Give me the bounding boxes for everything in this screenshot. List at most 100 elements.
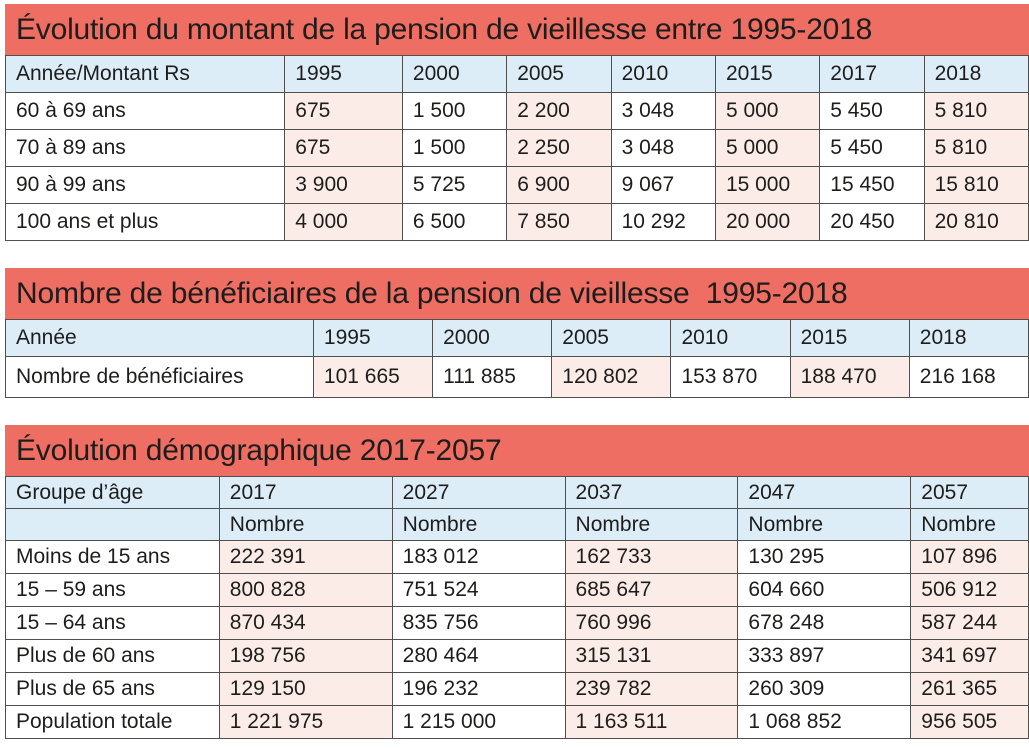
row-label: 15 – 64 ans	[5, 606, 220, 640]
column-header: 2037	[564, 476, 739, 509]
value-cell: 188 470	[789, 356, 910, 398]
value-cell: 5 725	[401, 166, 508, 204]
table-row: 15 – 64 ans 870 434 835 756 760 996 678 248 5…	[5, 606, 1029, 640]
table-row: 60 à 69 ans 675 1 500 2 200 3 048 5 000 5 450 5…	[4, 92, 1029, 130]
value-cell: 751 524	[391, 573, 566, 607]
value-cell: 604 660	[737, 573, 912, 607]
value-cell: 5 000	[714, 129, 821, 167]
value-cell: 107 896	[910, 540, 1029, 574]
column-header: Nombre	[737, 508, 912, 541]
value-cell: 20 810	[923, 203, 1029, 241]
column-header: Nombre	[218, 508, 393, 541]
value-cell: 587 244	[910, 606, 1029, 640]
value-cell: 222 391	[218, 540, 393, 574]
demographics-title-bar: Évolution démographique 2017-2057	[5, 425, 1029, 476]
column-header: 2047	[737, 476, 912, 509]
row-label: Plus de 65 ans	[5, 672, 220, 706]
row-header-cell: Année/Montant Rs	[4, 55, 286, 93]
value-cell: 3 048	[610, 129, 716, 167]
row-label: Plus de 60 ans	[5, 639, 220, 673]
value-cell: 216 168	[908, 356, 1029, 398]
value-cell: 800 828	[218, 573, 393, 607]
value-cell: 6 500	[401, 203, 508, 241]
value-cell: 675	[284, 92, 403, 130]
pension-amount-title-bar: Évolution du montant de la pension de vi…	[5, 4, 1029, 55]
row-label: 60 à 69 ans	[4, 92, 286, 130]
value-cell: 341 697	[910, 639, 1029, 673]
row-header-cell	[5, 508, 220, 541]
column-header: 1995	[284, 55, 403, 93]
column-header: 2010	[670, 319, 791, 357]
header-row: Groupe d’âge 2017 2027 2037 2047 2057	[5, 476, 1029, 509]
value-cell: 111 885	[432, 356, 553, 398]
table-row: 90 à 99 ans 3 900 5 725 6 900 9 067 15 000 15 …	[4, 166, 1029, 204]
column-header: Nombre	[564, 508, 739, 541]
value-cell: 130 295	[737, 540, 912, 574]
value-cell: 15 810	[923, 166, 1029, 204]
value-cell: 333 897	[737, 639, 912, 673]
beneficiaries-section: Nombre de bénéficiaires de la pension de…	[5, 268, 1029, 398]
table-row: 100 ans et plus 4 000 6 500 7 850 10 292 20 0…	[4, 203, 1029, 241]
column-header: 2005	[506, 55, 612, 93]
value-cell: 506 912	[910, 573, 1029, 607]
value-cell: 162 733	[564, 540, 739, 574]
value-cell: 120 802	[551, 356, 672, 398]
value-cell: 2 250	[506, 129, 612, 167]
row-header-cell: Groupe d’âge	[5, 476, 220, 509]
value-cell: 153 870	[670, 356, 791, 398]
value-cell: 15 000	[714, 166, 821, 204]
value-cell: 260 309	[737, 672, 912, 706]
row-label: Moins de 15 ans	[5, 540, 220, 574]
value-cell: 20 450	[819, 203, 925, 241]
value-cell: 2 200	[506, 92, 612, 130]
value-cell: 5 810	[923, 92, 1029, 130]
pension-amount-table: Année/Montant Rs 1995 2000 2005 2010 2015 2017…	[4, 55, 1029, 241]
value-cell: 9 067	[610, 166, 716, 204]
value-cell: 196 232	[391, 672, 566, 706]
row-label: Population totale	[5, 705, 220, 739]
value-cell: 3 900	[284, 166, 403, 204]
row-label: 15 – 59 ans	[5, 573, 220, 607]
table-row: 70 à 89 ans 675 1 500 2 250 3 048 5 000 5 450 5…	[4, 129, 1029, 167]
value-cell: 1 163 511	[564, 705, 739, 739]
header-row: Nombre Nombre Nombre Nombre Nombre	[5, 508, 1029, 541]
column-header: 2017	[819, 55, 925, 93]
value-cell: 5 450	[819, 92, 925, 130]
value-cell: 15 450	[819, 166, 925, 204]
value-cell: 5 450	[819, 129, 925, 167]
value-cell: 315 131	[564, 639, 739, 673]
value-cell: 3 048	[610, 92, 716, 130]
column-header: 2000	[432, 319, 553, 357]
row-header-cell: Année	[5, 319, 314, 357]
demographics-table: Groupe d’âge 2017 2027 2037 2047 2057 Nombre No…	[5, 476, 1029, 739]
demographics-section: Évolution démographique 2017-2057 Groupe…	[5, 425, 1029, 739]
beneficiaries-table: Année 1995 2000 2005 2010 2015 2018 Nombre de b…	[5, 319, 1029, 398]
table-row: Plus de 65 ans 129 150 196 232 239 782 260 3…	[5, 672, 1029, 706]
value-cell: 1 500	[401, 129, 508, 167]
value-cell: 1 215 000	[391, 705, 566, 739]
pension-amount-title: Évolution du montant de la pension de vi…	[16, 12, 873, 46]
demographics-title: Évolution démographique 2017-2057	[16, 433, 502, 467]
table-row: 15 – 59 ans 800 828 751 524 685 647 604 660 5…	[5, 573, 1029, 607]
value-cell: 10 292	[610, 203, 716, 241]
column-header: Nombre	[910, 508, 1029, 541]
value-cell: 956 505	[910, 705, 1029, 739]
value-cell: 835 756	[391, 606, 566, 640]
value-cell: 5 000	[714, 92, 821, 130]
value-cell: 685 647	[564, 573, 739, 607]
column-header: 2015	[789, 319, 910, 357]
column-header: 2027	[391, 476, 566, 509]
column-header: 2015	[714, 55, 821, 93]
value-cell: 5 810	[923, 129, 1029, 167]
value-cell: 183 012	[391, 540, 566, 574]
beneficiaries-title: Nombre de bénéficiaires de la pension de…	[16, 276, 848, 310]
value-cell: 20 000	[714, 203, 821, 241]
column-header: 2057	[910, 476, 1029, 509]
value-cell: 129 150	[218, 672, 393, 706]
value-cell: 239 782	[564, 672, 739, 706]
value-cell: 760 996	[564, 606, 739, 640]
column-header: Nombre	[391, 508, 566, 541]
value-cell: 7 850	[506, 203, 612, 241]
row-label: Nombre de bénéficiaires	[5, 356, 314, 398]
table-row: Plus de 60 ans 198 756 280 464 315 131 333 8…	[5, 639, 1029, 673]
